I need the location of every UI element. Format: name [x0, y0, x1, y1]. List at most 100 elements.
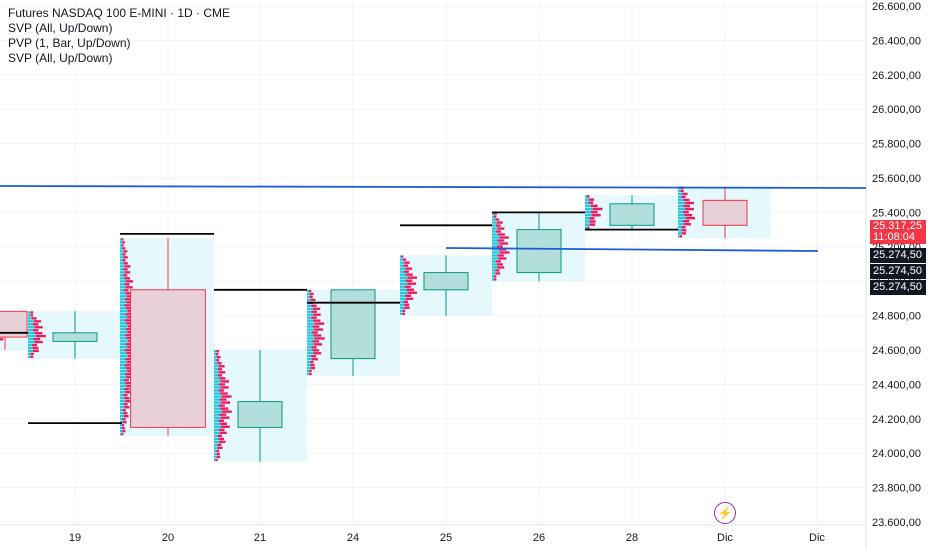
profile-bar-down — [123, 394, 128, 397]
candle-body — [237, 401, 283, 428]
profile-bar-down — [219, 431, 227, 435]
symbol-title[interactable]: Futures NASDAQ 100 E-MINI · 1D · CME — [8, 6, 231, 20]
profile-bar-down — [312, 340, 320, 343]
profile-bar-down — [218, 365, 225, 368]
profile-bar-up — [214, 359, 217, 362]
profile-bar-down — [682, 210, 689, 214]
profile-bar-up — [307, 363, 311, 367]
profile-bar-up — [120, 361, 127, 364]
profile-bar-down — [0, 338, 4, 341]
profile-bar-down — [497, 254, 504, 257]
candle-body — [130, 289, 206, 428]
profile-bar-up — [492, 248, 499, 251]
profile-bar-up — [307, 340, 313, 343]
profile-bar-down — [123, 412, 128, 415]
profile-bar-down — [122, 241, 125, 244]
profile-bar-up — [492, 272, 496, 275]
profile-bar-down — [592, 207, 603, 211]
profile-bar-down — [32, 346, 39, 350]
profile-bar-down — [123, 268, 128, 271]
profile-bar-up — [120, 331, 128, 334]
profile-bar-up — [120, 367, 126, 370]
profile-bar-down — [34, 340, 43, 344]
profile-bar-up — [492, 263, 497, 266]
x-tick-label: 26 — [533, 532, 545, 544]
profile-bar-down — [124, 406, 130, 409]
profile-bar-down — [121, 424, 125, 427]
profile-bar-down — [121, 244, 124, 247]
profile-bar-up — [120, 382, 126, 385]
profile-bar-up — [120, 427, 123, 430]
profile-bar-down — [125, 286, 133, 289]
profile-bar-down — [312, 349, 320, 352]
profile-bar-down — [493, 278, 497, 281]
profile-bar-up — [585, 210, 591, 214]
profile-bar-up — [120, 334, 125, 337]
lightning-icon[interactable]: ⚡ — [714, 502, 736, 524]
candle-body — [423, 272, 469, 291]
profile-bar-up — [120, 265, 125, 268]
profile-bar-up — [678, 210, 683, 214]
profile-bar-down — [219, 377, 226, 380]
marker-label-3: 25.274,50 — [870, 280, 926, 295]
profile-bar-up — [120, 385, 127, 388]
profile-bar-down — [683, 204, 690, 208]
profile-bar-up — [120, 376, 127, 379]
profile-bar-up — [120, 295, 127, 298]
profile-bar-up — [585, 201, 589, 204]
profile-bar-up — [120, 400, 126, 403]
profile-bar-up — [492, 218, 496, 221]
profile-bar-down — [310, 292, 314, 296]
profile-bar-down — [122, 421, 127, 424]
profile-bar-up — [492, 269, 496, 272]
indicator-pvp[interactable]: PVP (1, Bar, Up/Down) — [8, 36, 131, 50]
profile-bar-up — [214, 386, 221, 389]
profile-bar-down — [221, 395, 232, 398]
profile-bar-up — [120, 253, 123, 256]
indicator-svp-2[interactable]: SVP (All, Up/Down) — [8, 51, 113, 65]
profile-bar-down — [313, 319, 321, 322]
profile-bar-down — [404, 306, 410, 309]
profile-bar-up — [214, 353, 216, 356]
profile-bar-down — [682, 192, 688, 196]
profile-bar-down — [496, 263, 503, 266]
profile-bar-up — [678, 204, 684, 208]
profile-bar-down — [125, 358, 133, 361]
profile-bar-down — [124, 271, 131, 274]
profile-bar-down — [589, 220, 596, 223]
profile-bar-down — [495, 218, 500, 221]
profile-bar-down — [685, 201, 694, 205]
profile-bar-down — [402, 309, 406, 312]
profile-bar-up — [214, 431, 220, 435]
profile-bar-up — [585, 217, 590, 220]
profile-bar-down — [32, 323, 39, 326]
profile-bar-down — [219, 413, 227, 416]
indicator-svp-1[interactable]: SVP (All, Up/Down) — [8, 21, 113, 35]
x-tick-label: 24 — [347, 532, 359, 544]
profile-bar-up — [214, 440, 220, 444]
profile-bar-down — [311, 310, 318, 313]
profile-bar-up — [120, 364, 125, 367]
profile-bar-down — [121, 433, 124, 436]
profile-bar-up — [214, 374, 218, 377]
profile-bar-up — [307, 322, 315, 325]
profile-bar-down — [311, 331, 318, 334]
profile-bar-down — [496, 230, 501, 233]
profile-bar-up — [28, 355, 31, 358]
profile-bar-up — [400, 270, 404, 273]
profile-bar-up — [492, 239, 498, 242]
profile-bar-up — [214, 437, 219, 441]
profile-bar-up — [214, 458, 216, 462]
profile-bar-up — [28, 331, 35, 335]
profile-bar-down — [219, 440, 226, 444]
profile-bar-down — [493, 275, 497, 278]
profile-bar-down — [220, 386, 229, 389]
profile-bar-down — [681, 229, 687, 232]
profile-bar-up — [214, 362, 218, 365]
profile-bar-down — [222, 410, 232, 413]
profile-bar-up — [400, 273, 406, 276]
y-tick-label: 24.400,00 — [872, 379, 921, 391]
profile-bar-up — [214, 449, 217, 453]
y-tick-label: 24.800,00 — [872, 311, 921, 323]
